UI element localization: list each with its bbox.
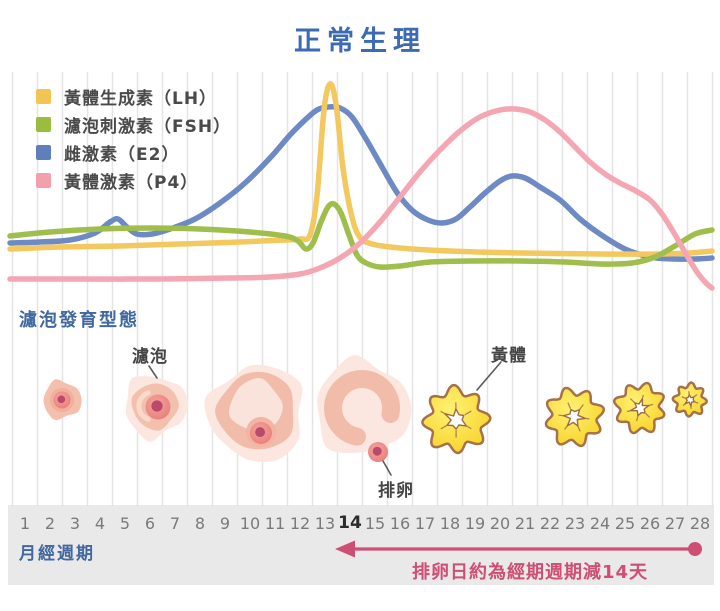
day-label: 22 xyxy=(539,514,561,533)
arrow-end-dot xyxy=(688,542,702,556)
legend-label: 濾泡刺激素（FSH） xyxy=(64,116,232,137)
legend-label: 黃體生成素（LH） xyxy=(64,88,218,109)
follicle-section-heading: 濾泡發育型態 xyxy=(19,310,139,331)
day-label: 14 xyxy=(338,513,362,533)
corpus-luteum-cavity xyxy=(684,394,696,407)
corpus-luteum-crack xyxy=(636,415,639,422)
follicle-corpus-luteum xyxy=(613,381,666,435)
day-label: 20 xyxy=(489,514,511,533)
cycle-axis-label: 月經週期 xyxy=(19,544,95,564)
corpus-luteum-crack xyxy=(567,402,572,409)
ruptured-follicle-wall xyxy=(324,370,400,446)
legend-swatch xyxy=(36,144,51,160)
day-label: 10 xyxy=(239,514,261,533)
day-label: 6 xyxy=(144,514,156,533)
ovum-nucleus xyxy=(57,395,66,404)
ovum-nucleus xyxy=(372,446,382,456)
day-label: 24 xyxy=(589,514,611,533)
day-label: 27 xyxy=(664,514,686,533)
corpus-luteum-crack xyxy=(693,394,698,398)
leader-line xyxy=(382,460,392,476)
corpus-luteum-cavity xyxy=(562,408,586,427)
ovulation-annotation: 排卵 xyxy=(378,481,414,501)
corpus-luteum-crack xyxy=(645,412,651,418)
annotation-leader-lines xyxy=(148,361,502,476)
corpus-luteum-annotation: 黃體 xyxy=(491,346,527,366)
curve-p4 xyxy=(7,106,715,291)
day-label: 7 xyxy=(169,514,181,533)
day-label: 17 xyxy=(414,514,436,533)
ovum-nucleus xyxy=(255,427,266,438)
day-label: 2 xyxy=(44,514,56,533)
day-label: 9 xyxy=(219,514,231,533)
hormone-curves xyxy=(7,81,715,291)
arrow-head xyxy=(335,540,355,558)
legend-item-2: 雌激素（E2） xyxy=(36,138,231,166)
day-label: 3 xyxy=(69,514,81,533)
day-label: 13 xyxy=(314,514,336,533)
day-label: 19 xyxy=(464,514,486,533)
follicle-corpus-luteum xyxy=(544,386,606,448)
corpus-luteum-crack xyxy=(464,410,472,416)
ovum-nucleus xyxy=(151,400,163,412)
day-label: 15 xyxy=(364,514,386,533)
day-label: 25 xyxy=(614,514,636,533)
day-label: 16 xyxy=(389,514,411,533)
day-label: 23 xyxy=(564,514,586,533)
day-label: 11 xyxy=(264,514,286,533)
day-label: 5 xyxy=(119,514,131,533)
ovulation-span-arrow xyxy=(335,540,702,558)
axis-band xyxy=(8,505,714,585)
follicle-early xyxy=(43,379,82,421)
legend-item-0: 黃體生成素（LH） xyxy=(36,82,231,110)
corpus-luteum-crack xyxy=(440,424,448,430)
ovulation-note: 排卵日約為經期週期減14天 xyxy=(411,562,649,583)
corpus-luteum-crack xyxy=(629,398,635,404)
corpus-luteum-crack xyxy=(694,401,699,404)
legend-label: 雌激素（E2） xyxy=(64,144,180,165)
follicle-illustrations xyxy=(43,355,708,463)
legend-swatch xyxy=(36,116,51,132)
follicle-corpus-luteum xyxy=(421,383,492,455)
day-label: 1 xyxy=(19,514,31,533)
follicle-growing xyxy=(125,376,188,442)
day-label: 21 xyxy=(514,514,536,533)
follicle-annotation: 濾泡 xyxy=(132,347,168,367)
leader-line xyxy=(476,361,502,391)
hormone-legend: 黃體生成素（LH） 濾泡刺激素（FSH） 雌激素（E2） 黃體激素（P4） xyxy=(36,82,231,194)
corpus-luteum-cavity xyxy=(629,398,650,417)
corpus-luteum-crack xyxy=(578,404,584,411)
day-label: 4 xyxy=(94,514,106,533)
curve-lh xyxy=(7,81,715,257)
day-label: 12 xyxy=(289,514,311,533)
corpus-luteum-cavity xyxy=(444,408,467,430)
leader-line xyxy=(148,365,158,379)
legend-item-1: 濾泡刺激素（FSH） xyxy=(36,110,231,138)
legend-label: 黃體激素（P4） xyxy=(64,172,199,193)
follicle-ovulating xyxy=(317,355,412,462)
curve-e2 xyxy=(7,103,715,262)
corpus-luteum-crack xyxy=(681,396,686,399)
follicle-antrum xyxy=(228,377,283,432)
day-axis: 1 2 3 4 5 6 7 8 9 10 11 12 13 14 15 16 17 18 19 20 21 22 23 24 2… xyxy=(0,512,720,534)
day-label: 26 xyxy=(639,514,661,533)
page-title: 正常生理 xyxy=(294,26,426,57)
legend-swatch xyxy=(36,88,51,104)
follicle-highlight xyxy=(136,390,151,422)
day-label: 18 xyxy=(439,514,461,533)
day-label: 8 xyxy=(194,514,206,533)
legend-swatch xyxy=(36,172,51,188)
follicle-antral xyxy=(204,364,303,463)
day-label: 28 xyxy=(689,514,711,533)
curve-fsh xyxy=(7,200,715,270)
follicle-corpus-luteum xyxy=(671,381,708,418)
legend-item-3: 黃體激素（P4） xyxy=(36,166,231,194)
